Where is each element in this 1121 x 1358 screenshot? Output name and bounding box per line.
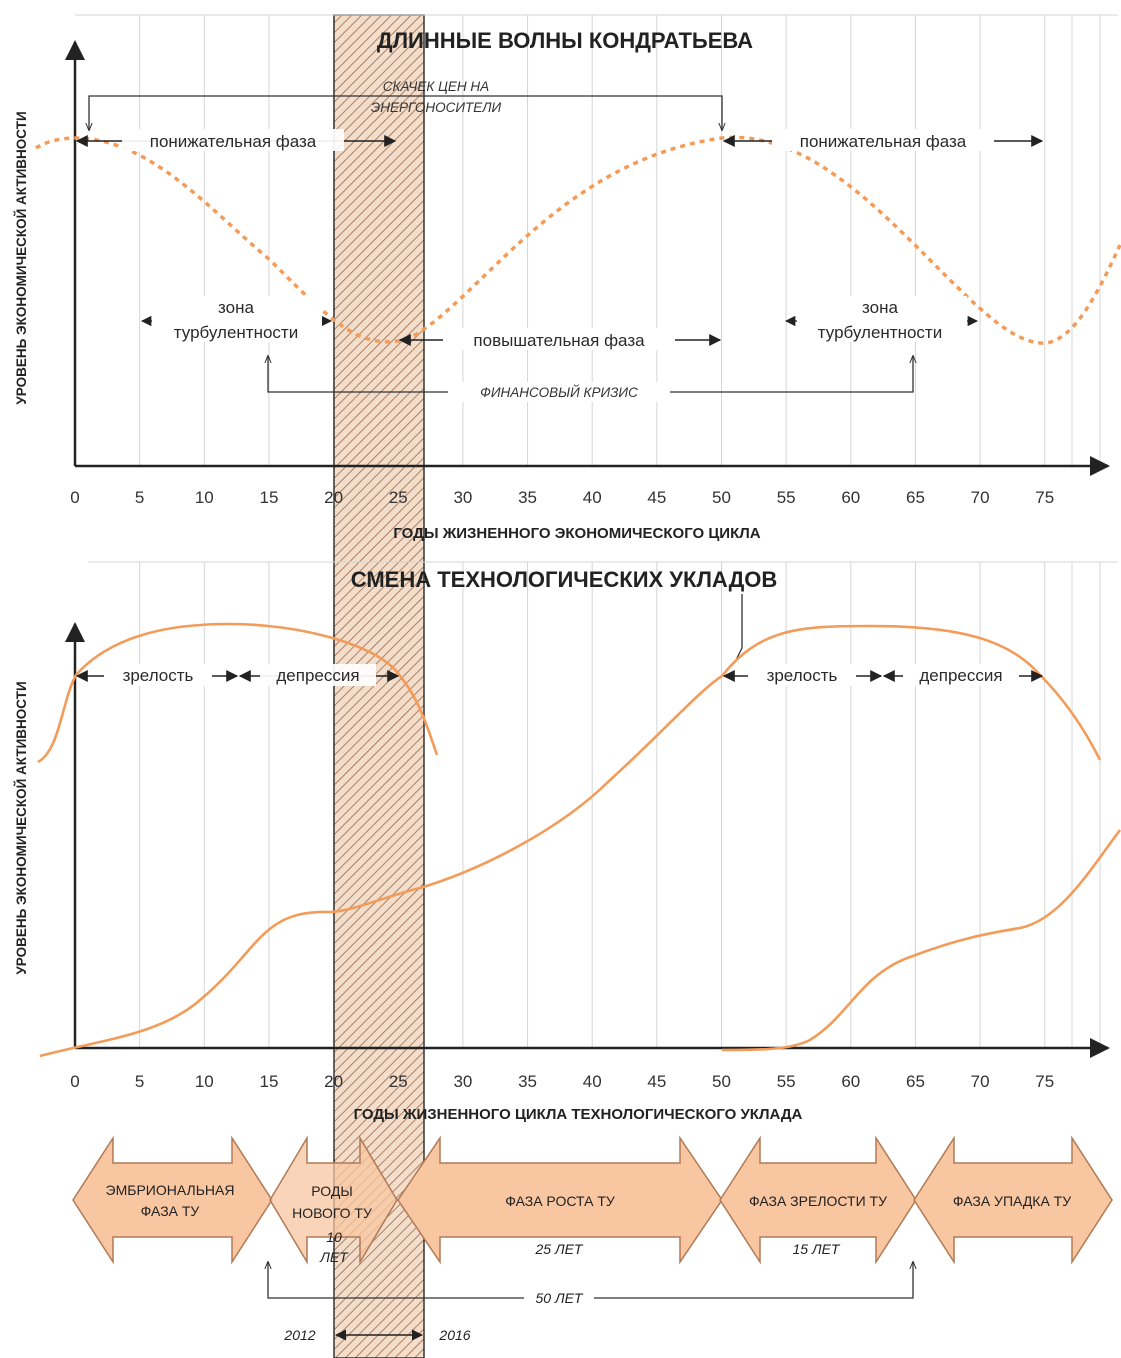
tick-label: 60 [841, 488, 860, 507]
tick-label: 50 [712, 488, 731, 507]
tick-label: 20 [324, 488, 343, 507]
growth-label: ФАЗА РОСТА ТУ [505, 1193, 615, 1209]
up-phase-label: повышательная фаза [473, 331, 645, 350]
down-phase-left-label: понижательная фаза [150, 132, 317, 151]
top-grid [139, 15, 1101, 466]
tick-label: 60 [841, 1072, 860, 1091]
embryonic-label-2: ФАЗА ТУ [141, 1203, 200, 1219]
top-x-axis-label: ГОДЫ ЖИЗНЕННОГО ЭКОНОМИЧЕСКОГО ЦИКЛА [393, 525, 760, 542]
tick-label: 50 [712, 1072, 731, 1091]
tick-label: 35 [518, 488, 537, 507]
tick-label: 0 [70, 488, 79, 507]
hatched-period-band [333, 14, 425, 1358]
top-y-axis-label: УРОВЕНЬ ЭКОНОМИЧЕСКОЙ АКТИВНОСТИ [14, 111, 29, 404]
tick-label: 30 [453, 488, 472, 507]
financial-crisis-label: ФИНАНСОВЫЙ КРИЗИС [480, 384, 638, 400]
tick-label: 20 [324, 1072, 343, 1091]
tick-label: 40 [583, 488, 602, 507]
birth-years-1: 10 [326, 1229, 342, 1245]
fifty-years-label: 50 ЛЕТ [536, 1290, 584, 1306]
bottom-y-axis-label: УРОВЕНЬ ЭКОНОМИЧЕСКОЙ АКТИВНОСТИ [14, 681, 29, 974]
tick-label: 65 [906, 1072, 925, 1091]
birth-years-2: ЛЕТ [319, 1249, 349, 1265]
decline-label: ФАЗА УПАДКА ТУ [953, 1193, 1071, 1209]
maturity-left-label: зрелость [123, 666, 194, 685]
bottom-grid [139, 562, 1101, 1048]
maturity-right-label: зрелость [767, 666, 838, 685]
tick-label: 55 [777, 1072, 796, 1091]
energy-jump-connector [89, 95, 722, 130]
embryonic-label-1: ЭМБРИОНАЛЬНАЯ [106, 1182, 235, 1198]
turbulence-left-label-1: зона [218, 298, 254, 317]
year-start-label: 2012 [283, 1327, 315, 1343]
tick-label: 70 [971, 488, 990, 507]
top-chart-title: ДЛИННЫЕ ВОЛНЫ КОНДРАТЬЕВА [377, 28, 753, 53]
tick-label: 55 [777, 488, 796, 507]
down-phase-right-label: понижательная фаза [800, 132, 967, 151]
tick-label: 5 [135, 1072, 144, 1091]
energy-jump-label-line2: ЭНЕРГОНОСИТЕЛИ [371, 100, 502, 115]
phase-arrow-decline [913, 1135, 1113, 1265]
tick-label: 25 [389, 488, 408, 507]
depression-left-label: депрессия [276, 666, 359, 685]
maturity-label: ФАЗА ЗРЕЛОСТИ ТУ [749, 1193, 887, 1209]
tick-label: 75 [1035, 488, 1054, 507]
turbulence-left-label-2: турбулентности [174, 323, 298, 342]
year-end-label: 2016 [438, 1327, 470, 1343]
tick-label: 25 [389, 1072, 408, 1091]
bottom-chart-title: СМЕНА ТЕХНОЛОГИЧЕСКИХ УКЛАДОВ [351, 567, 778, 592]
tick-label: 10 [195, 488, 214, 507]
tu-curve-3-growth [721, 829, 1121, 1052]
phase-arrows [72, 1135, 1113, 1265]
bottom-title-pointer [735, 594, 743, 661]
bottom-tick-labels: 0 5 10 15 20 25 30 35 40 45 50 55 60 65 70 75 [70, 1072, 1054, 1091]
tick-label: 5 [135, 488, 144, 507]
tick-label: 75 [1035, 1072, 1054, 1091]
growth-years: 25 ЛЕТ [535, 1241, 584, 1257]
depression-right-label: депрессия [919, 666, 1002, 685]
tick-label: 35 [518, 1072, 537, 1091]
tu-curve-2-growth [39, 674, 723, 1058]
tu-curve-1-bell [37, 622, 439, 764]
tick-label: 10 [195, 1072, 214, 1091]
birth-label-1: РОДЫ [311, 1183, 353, 1199]
birth-label-2: НОВОГО ТУ [292, 1205, 372, 1221]
tick-label: 45 [647, 1072, 666, 1091]
tick-label: 30 [453, 1072, 472, 1091]
bottom-x-axis-label: ГОДЫ ЖИЗНЕННОГО ЦИКЛА ТЕХНОЛОГИЧЕСКОГО У… [354, 1106, 803, 1123]
kondratiev-wave-curve [35, 135, 1121, 345]
phase-arrow-birth [269, 1135, 398, 1265]
tick-label: 70 [971, 1072, 990, 1091]
tick-label: 65 [906, 488, 925, 507]
tick-label: 15 [259, 1072, 278, 1091]
turbulence-right-label-2: турбулентности [818, 323, 942, 342]
maturity-years: 15 ЛЕТ [793, 1241, 841, 1257]
tick-label: 0 [70, 1072, 79, 1091]
tick-label: 15 [259, 488, 278, 507]
tick-label: 45 [647, 488, 666, 507]
phase-arrow-embryonic [72, 1135, 273, 1265]
tu-curve-2-bell [720, 624, 1102, 761]
top-tick-labels: 0 5 10 15 20 25 30 35 40 45 50 55 60 65 70 75 [70, 488, 1054, 507]
tick-label: 40 [583, 1072, 602, 1091]
turbulence-right-label-1: зона [862, 298, 898, 317]
energy-jump-label-line1: СКАЧЕК ЦЕН НА [383, 79, 489, 94]
